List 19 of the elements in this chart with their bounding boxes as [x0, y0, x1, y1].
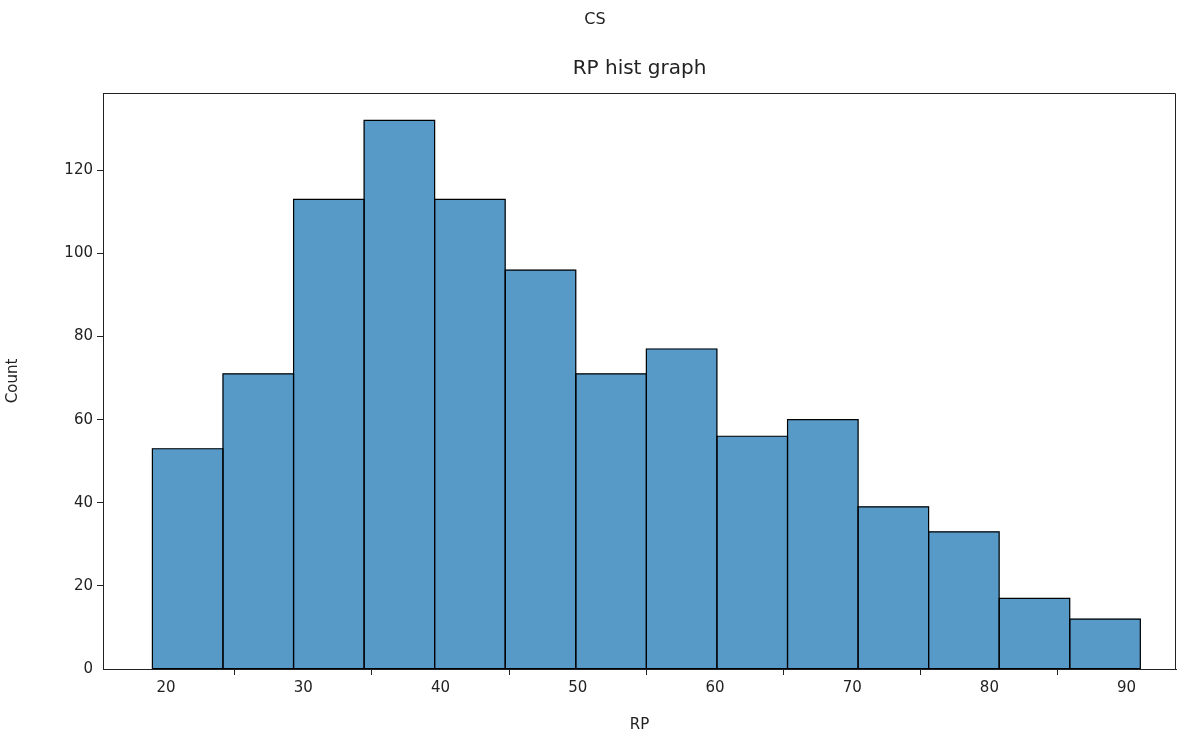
y-tick-label: 60	[73, 409, 93, 428]
y-tick-label: 20	[73, 575, 93, 594]
x-tick-label: 80	[979, 677, 999, 696]
x-axis-title: RP	[629, 714, 650, 733]
y-tick-label: 0	[83, 658, 93, 677]
y-axis-title: Count	[2, 358, 21, 404]
x-tick-label: 60	[705, 677, 725, 696]
x-tick-label: 40	[431, 677, 451, 696]
chart-subtitle: RP hist graph	[572, 55, 707, 80]
x-tick-label: 90	[1117, 677, 1137, 696]
y-tick-label: 40	[73, 492, 93, 511]
chart-title: CS	[584, 9, 606, 29]
x-tick-label: 50	[568, 677, 588, 696]
y-tick-label: 80	[73, 326, 93, 345]
x-tick-label: 70	[842, 677, 862, 696]
y-tick-label: 100	[64, 243, 93, 262]
y-tick-label: 120	[64, 160, 93, 179]
x-tick-label: 20	[156, 677, 176, 696]
x-tick-label: 30	[293, 677, 313, 696]
